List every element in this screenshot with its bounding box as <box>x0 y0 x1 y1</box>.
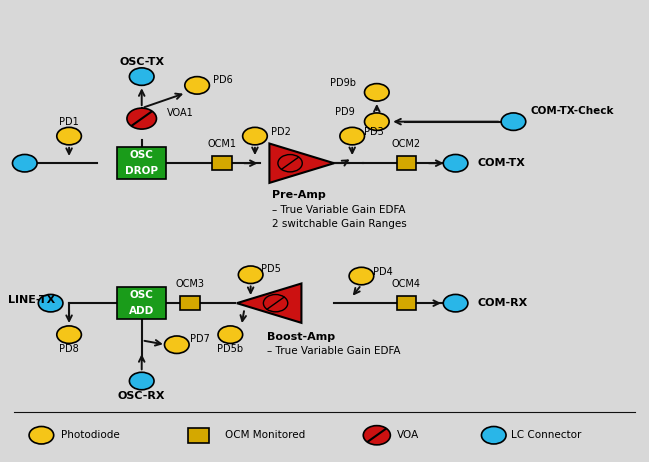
Text: Boost-Amp: Boost-Amp <box>267 332 336 342</box>
Text: ADD: ADD <box>129 306 154 316</box>
Polygon shape <box>269 144 334 183</box>
Bar <box>397 156 416 170</box>
Text: PD6: PD6 <box>213 75 233 85</box>
Text: OCM Monitored: OCM Monitored <box>225 430 305 440</box>
Text: OCM1: OCM1 <box>207 139 236 149</box>
Text: VOA: VOA <box>397 430 419 440</box>
Bar <box>117 147 166 179</box>
Text: PD5: PD5 <box>261 264 281 274</box>
Circle shape <box>129 372 154 390</box>
Text: OCM4: OCM4 <box>392 279 421 289</box>
Text: OSC-RX: OSC-RX <box>118 391 165 401</box>
Text: OSC: OSC <box>130 290 154 300</box>
Circle shape <box>185 77 210 94</box>
Text: OCM3: OCM3 <box>175 279 204 289</box>
Text: OCM2: OCM2 <box>392 139 421 149</box>
Text: PD9b: PD9b <box>330 78 356 88</box>
Bar <box>397 296 416 310</box>
Circle shape <box>443 294 468 312</box>
Text: OSC-TX: OSC-TX <box>119 57 164 67</box>
Circle shape <box>38 294 63 312</box>
Circle shape <box>365 84 389 101</box>
Text: PD5b: PD5b <box>217 344 243 354</box>
Circle shape <box>349 267 374 285</box>
Bar <box>117 287 166 319</box>
Circle shape <box>501 113 526 130</box>
Text: COM-TX: COM-TX <box>477 158 525 168</box>
Circle shape <box>340 128 365 145</box>
Circle shape <box>127 108 156 129</box>
Bar <box>212 156 232 170</box>
Circle shape <box>12 154 37 172</box>
Text: COM-RX: COM-RX <box>478 298 528 308</box>
Circle shape <box>363 426 390 445</box>
Text: Photodiode: Photodiode <box>61 430 120 440</box>
Text: COM-TX-Check: COM-TX-Check <box>530 106 614 116</box>
Text: VOA1: VOA1 <box>167 109 193 118</box>
Text: DROP: DROP <box>125 166 158 176</box>
Circle shape <box>164 336 189 353</box>
Circle shape <box>56 326 81 343</box>
Text: PD7: PD7 <box>190 334 210 344</box>
Circle shape <box>482 426 506 444</box>
Text: LINE-TX: LINE-TX <box>8 295 55 304</box>
Text: PD9: PD9 <box>335 107 355 117</box>
Text: 2 switchable Gain Ranges: 2 switchable Gain Ranges <box>272 219 407 229</box>
Text: Pre-Amp: Pre-Amp <box>272 190 326 200</box>
Bar <box>180 296 199 310</box>
Text: OSC: OSC <box>130 150 154 160</box>
Text: PD1: PD1 <box>59 117 79 127</box>
Text: LC Connector: LC Connector <box>511 430 582 440</box>
Text: PD4: PD4 <box>373 267 393 277</box>
Circle shape <box>243 128 267 145</box>
Text: PD8: PD8 <box>59 344 79 354</box>
Circle shape <box>443 154 468 172</box>
Circle shape <box>238 266 263 284</box>
Circle shape <box>56 128 81 145</box>
Text: – True Variable Gain EDFA: – True Variable Gain EDFA <box>267 346 401 356</box>
Bar <box>188 428 209 443</box>
Text: PD2: PD2 <box>271 127 291 137</box>
Text: – True Variable Gain EDFA: – True Variable Gain EDFA <box>272 205 406 214</box>
Circle shape <box>218 326 243 343</box>
Circle shape <box>129 68 154 85</box>
Circle shape <box>29 426 54 444</box>
Text: PD3: PD3 <box>364 127 384 137</box>
Polygon shape <box>237 284 301 323</box>
Circle shape <box>365 113 389 130</box>
